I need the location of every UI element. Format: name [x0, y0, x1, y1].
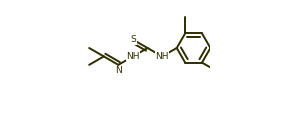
- Text: N: N: [115, 66, 122, 75]
- Text: NH: NH: [155, 52, 169, 61]
- Text: S: S: [130, 35, 136, 44]
- Text: NH: NH: [126, 52, 140, 61]
